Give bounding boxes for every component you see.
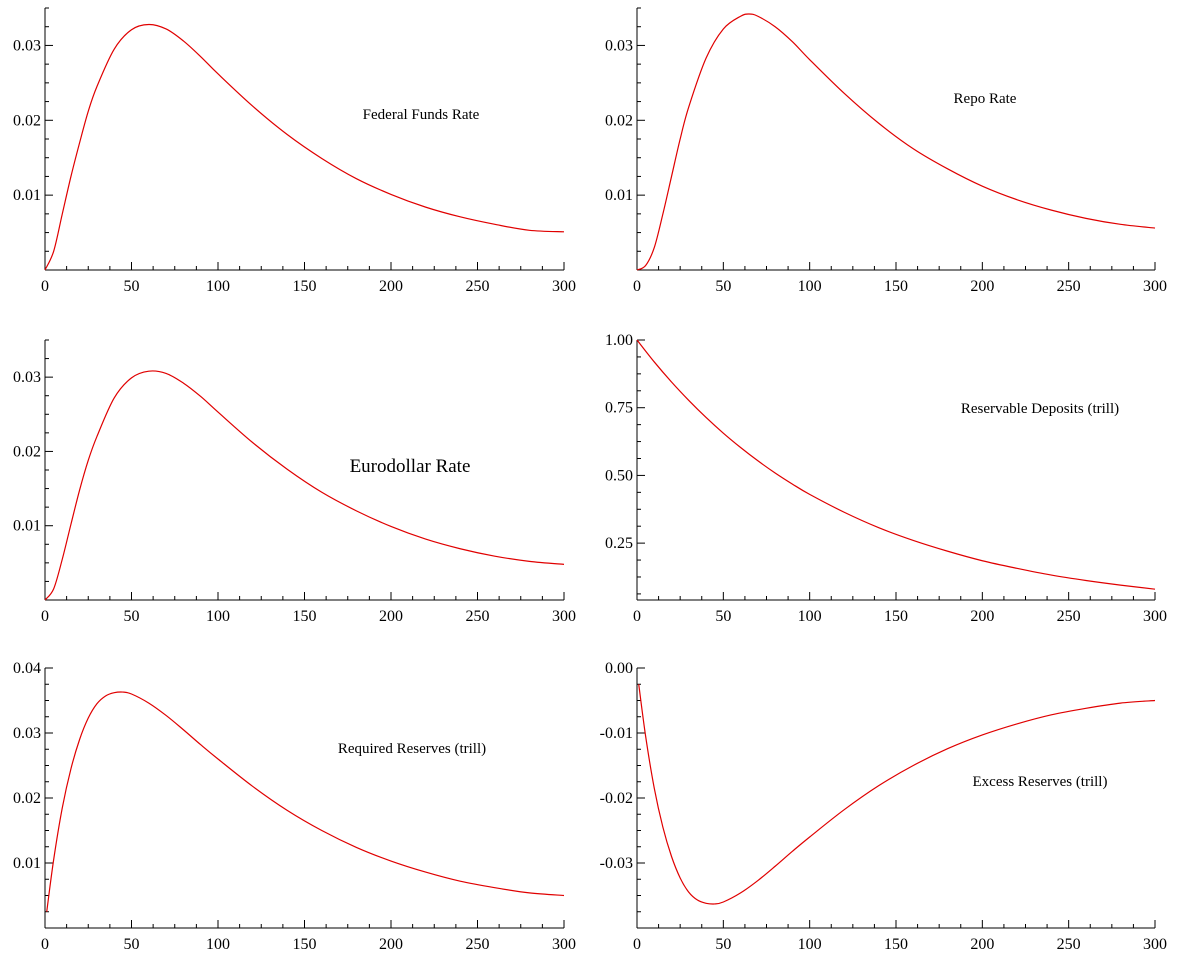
series-line-1 [636,339,1156,590]
x-tick-label: 200 [379,936,403,953]
x-tick-label: 300 [552,278,576,295]
x-tick-label: 50 [124,936,140,953]
y-tick-label: 0.02 [13,443,41,460]
y-tick-label: 0.02 [13,112,41,129]
x-tick-label: 100 [798,936,822,953]
y-tick-label: 0.00 [605,660,633,677]
x-tick-label: 0 [41,278,49,295]
x-tick-label: 100 [206,936,230,953]
y-tick-label: 0.01 [13,855,41,872]
panel-title: Federal Funds Rate [363,107,480,123]
x-tick-label: 50 [124,278,140,295]
chart-panel-2: 0 50 100 150 200 250 300 0.01 0.02 0.03 Repo Rate [605,7,1167,295]
panel-title: Eurodollar Rate [350,456,471,477]
x-tick-label: 0 [41,608,49,625]
y-tick-label: 0.01 [605,187,633,204]
y-tick-label: 1.00 [605,332,633,349]
x-tick-label: 150 [293,278,317,295]
y-tick-label: 0.03 [13,37,41,54]
x-tick-label: 300 [552,936,576,953]
x-tick-label: 150 [293,608,317,625]
chart-panel-1: 0 50 100 150 200 250 300 0.01 0.02 0.03 Federal Fu… [13,7,576,295]
x-tick-label: 300 [1143,936,1167,953]
x-tick-label: 150 [884,278,908,295]
x-tick-label: 50 [715,278,731,295]
x-tick-label: 0 [633,278,641,295]
x-tick-label: 100 [798,278,822,295]
x-tick-label: 200 [970,608,994,625]
chart-panel-5: 0 50 100 150 200 250 300 0.01 0.02 0.03 0.04 Requir… [13,660,576,953]
series-line-1 [46,691,565,912]
panel-title: Reservable Deposits (trill) [961,401,1119,417]
y-tick-label: 0.25 [605,535,633,552]
series-line-1 [44,23,565,271]
x-tick-label: 250 [466,608,490,625]
y-tick-label: 0.03 [13,369,41,386]
x-tick-label: 100 [206,278,230,295]
x-tick-label: 100 [206,608,230,625]
y-tick-label: 0.03 [13,725,41,742]
x-tick-label: 300 [1143,278,1167,295]
x-tick-label: 50 [124,608,140,625]
x-tick-label: 250 [1057,278,1081,295]
chart-panel-6: 0 50 100 150 200 250 300 -0.03 -0.02 -0.01 0.00 Exc… [600,660,1167,953]
x-tick-label: 250 [466,936,490,953]
y-tick-label: 0.04 [13,660,41,677]
y-tick-label: 0.01 [13,187,41,204]
x-tick-label: 0 [633,608,641,625]
y-tick-label: 0.03 [605,37,633,54]
series-line-1 [636,13,1156,271]
panel-title: Repo Rate [954,91,1017,107]
x-tick-label: 300 [1143,608,1167,625]
x-tick-label: 150 [884,608,908,625]
y-tick-label: 0.75 [605,400,633,417]
x-tick-label: 0 [633,936,641,953]
x-tick-label: 100 [798,608,822,625]
x-tick-label: 250 [1057,608,1081,625]
y-tick-label: 0.02 [605,112,633,129]
x-tick-label: 50 [715,936,731,953]
y-tick-label: 0.01 [13,518,41,535]
panel-title: Required Reserves (trill) [338,741,486,757]
x-tick-label: 200 [970,936,994,953]
series-line-1 [44,370,565,601]
y-tick-label: 0.50 [605,467,633,484]
x-tick-label: 50 [715,608,731,625]
x-tick-label: 0 [41,936,49,953]
series-line-1 [638,684,1156,905]
x-tick-label: 200 [970,278,994,295]
panel-title: Excess Reserves (trill) [973,774,1108,790]
x-tick-label: 150 [293,936,317,953]
chart-panel-3: 0 50 100 150 200 250 300 0.01 0.02 0.03 Eurodollar… [13,339,576,625]
x-tick-label: 200 [379,278,403,295]
y-tick-label: -0.03 [600,855,633,872]
x-tick-label: 300 [552,608,576,625]
x-tick-label: 250 [1057,936,1081,953]
x-tick-label: 150 [884,936,908,953]
x-tick-label: 200 [379,608,403,625]
y-tick-label: -0.01 [600,725,633,742]
y-tick-label: -0.02 [600,790,633,807]
chart-panel-4: 0 50 100 150 200 250 300 0.25 0.50 0.75 1.00 Reserv… [605,332,1167,625]
x-tick-label: 250 [466,278,490,295]
y-tick-label: 0.02 [13,790,41,807]
